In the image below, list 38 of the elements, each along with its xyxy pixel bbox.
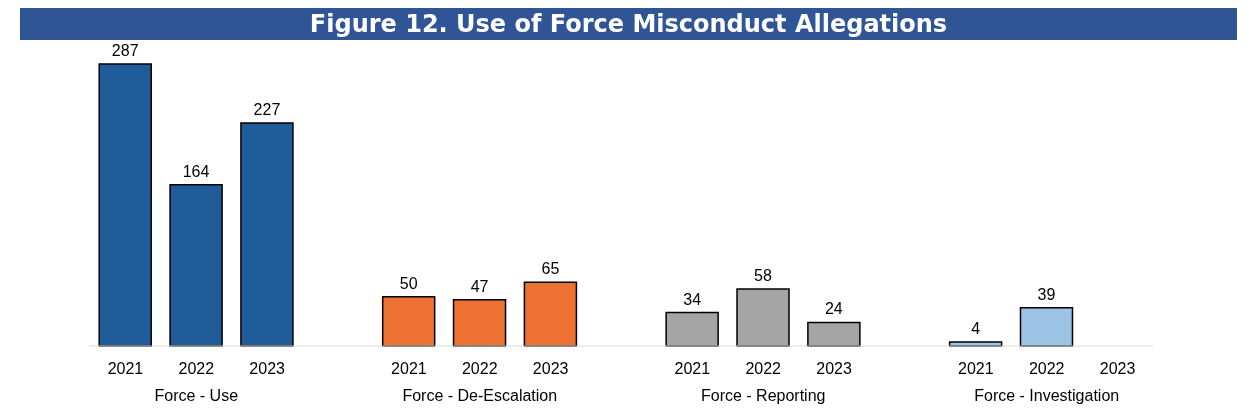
x-tick-label: 2023 — [816, 360, 852, 377]
x-tick-label: 2023 — [1099, 360, 1136, 377]
bar — [98, 63, 152, 347]
x-tick-label: 2022 — [1028, 360, 1065, 377]
x-tick-label: 2021 — [391, 360, 427, 377]
x-tick-label: 2021 — [107, 360, 144, 377]
x-tick-label: 2021 — [958, 360, 994, 377]
data-label: 4 — [971, 320, 981, 338]
x-tick-label: 2022 — [461, 360, 498, 377]
data-label: 58 — [754, 267, 773, 285]
text: Force - Use — [154, 387, 239, 404]
x-tick-label: 2022 — [178, 360, 215, 377]
text: Force - Reporting — [700, 387, 826, 404]
bar — [452, 299, 507, 347]
data-label: 50 — [399, 274, 418, 292]
data-label: 227 — [253, 100, 281, 118]
data-label: 34 — [683, 290, 702, 308]
x-tick-label: 2022 — [745, 360, 782, 377]
data-label: 164 — [182, 162, 210, 180]
bar — [736, 288, 790, 347]
bar — [381, 296, 436, 347]
x-tick-label: 2021 — [674, 360, 711, 377]
data-label: 39 — [1037, 285, 1056, 303]
data-label: 287 — [111, 42, 139, 59]
data-label: 47 — [470, 277, 489, 295]
bar — [807, 321, 861, 347]
x-tick-label: 2023 — [249, 360, 286, 377]
text: Force - Investigation — [974, 387, 1120, 404]
bar — [240, 122, 294, 347]
bar — [1019, 306, 1074, 347]
chart-title: Figure 12. Use of Force Misconduct Allegations — [20, 8, 1237, 40]
bar — [523, 281, 578, 347]
bar — [665, 311, 719, 347]
bar — [169, 184, 223, 347]
data-label: 24 — [824, 300, 843, 318]
text: Force - De-Escalation — [402, 387, 558, 404]
data-label: 65 — [541, 260, 560, 278]
x-tick-label: 2023 — [532, 360, 569, 377]
